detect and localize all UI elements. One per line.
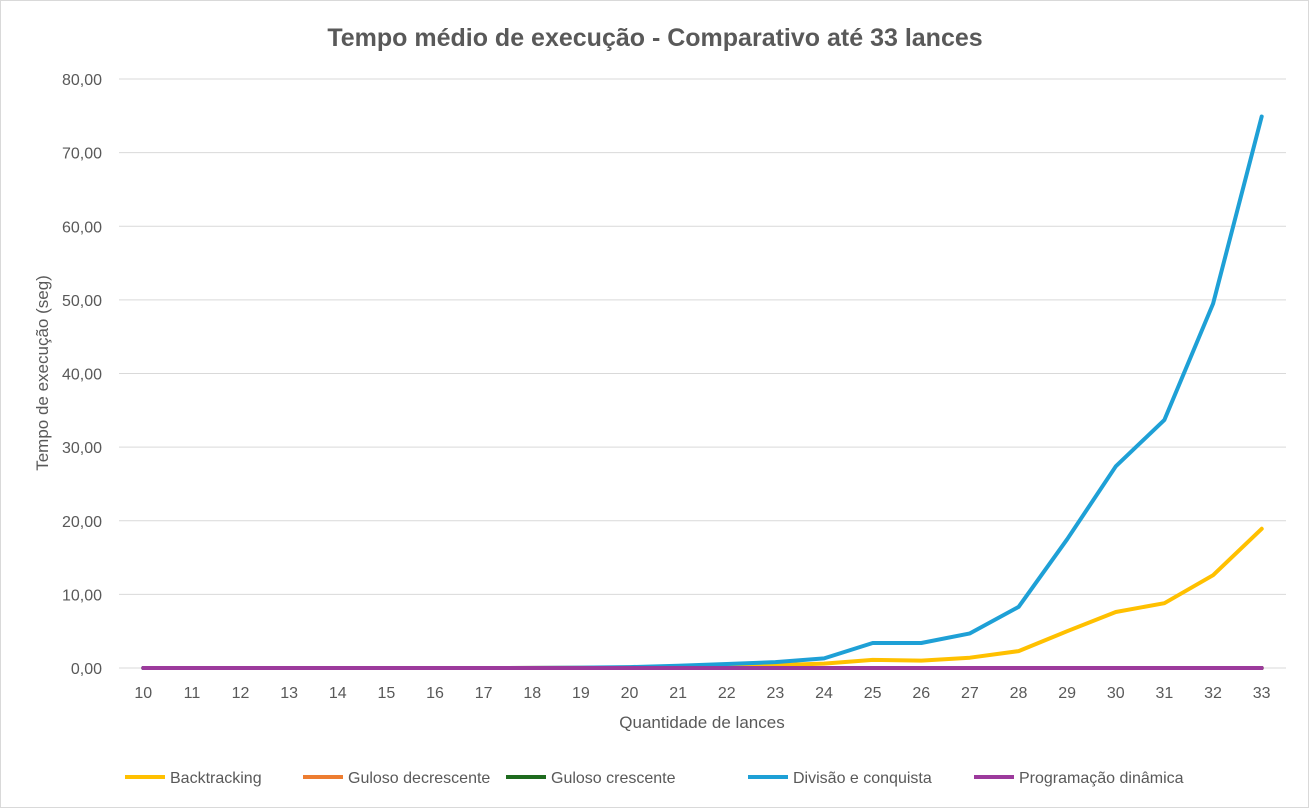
y-axis-ticks: 0,00 10,00 20,00 30,00 40,00 50,00 60,00 70,00 8… (62, 72, 102, 678)
x-tick-label: 14 (329, 685, 347, 702)
series-line-0 (141, 526, 1264, 670)
legend-label: Programação dinâmica (1019, 770, 1184, 787)
x-tick-label: 27 (961, 685, 979, 702)
x-tick-label: 13 (280, 685, 298, 702)
legend-label: Guloso decrescente (348, 770, 490, 787)
chart-title: Tempo médio de execução - Comparativo at… (327, 24, 982, 52)
x-tick-label: 23 (767, 685, 785, 702)
x-tick-label: 21 (669, 685, 687, 702)
legend-item: Divisão e conquista (748, 770, 932, 787)
y-tick-label: 70,00 (62, 146, 102, 163)
x-tick-label: 26 (912, 685, 930, 702)
x-axis-ticks: 10 11 12 13 14 15 16 17 18 19 20 21 22 23 24 25 26 27 28 29… (134, 685, 1270, 702)
x-tick-label: 32 (1204, 685, 1222, 702)
x-tick-label: 20 (621, 685, 639, 702)
legend-label: Guloso crescente (551, 770, 676, 787)
y-tick-label: 80,00 (62, 72, 102, 89)
series-lines (141, 114, 1264, 670)
x-tick-label: 19 (572, 685, 590, 702)
x-tick-label: 29 (1058, 685, 1076, 702)
y-tick-label: 0,00 (71, 661, 102, 678)
y-tick-label: 50,00 (62, 293, 102, 310)
legend-label: Divisão e conquista (793, 770, 932, 787)
x-tick-label: 25 (864, 685, 882, 702)
y-tick-label: 10,00 (62, 587, 102, 604)
y-axis-label: Tempo de execução (seg) (33, 275, 52, 471)
x-tick-label: 17 (475, 685, 493, 702)
x-tick-label: 18 (523, 685, 541, 702)
legend-item: Programação dinâmica (974, 770, 1184, 787)
x-tick-label: 15 (378, 685, 396, 702)
x-tick-label: 12 (232, 685, 250, 702)
x-tick-label: 31 (1156, 685, 1174, 702)
legend-item: Guloso decrescente (303, 770, 490, 787)
grid (119, 78, 1286, 669)
x-tick-label: 16 (426, 685, 444, 702)
x-axis-label: Quantidade de lances (619, 713, 784, 732)
y-tick-label: 20,00 (62, 514, 102, 531)
x-tick-label: 33 (1253, 685, 1271, 702)
x-tick-label: 11 (184, 685, 201, 702)
legend-label: Backtracking (170, 770, 262, 787)
y-tick-label: 60,00 (62, 219, 102, 236)
x-tick-label: 10 (134, 685, 152, 702)
legend-item: Guloso crescente (506, 770, 676, 787)
y-tick-label: 30,00 (62, 440, 102, 457)
x-tick-label: 24 (815, 685, 833, 702)
legend: Backtracking Guloso decrescente Guloso cre… (125, 770, 1184, 787)
x-tick-label: 22 (718, 685, 736, 702)
y-tick-label: 40,00 (62, 367, 102, 384)
x-tick-label: 28 (1010, 685, 1028, 702)
legend-item: Backtracking (125, 770, 262, 787)
x-tick-label: 30 (1107, 685, 1125, 702)
series-line-3 (141, 114, 1264, 670)
